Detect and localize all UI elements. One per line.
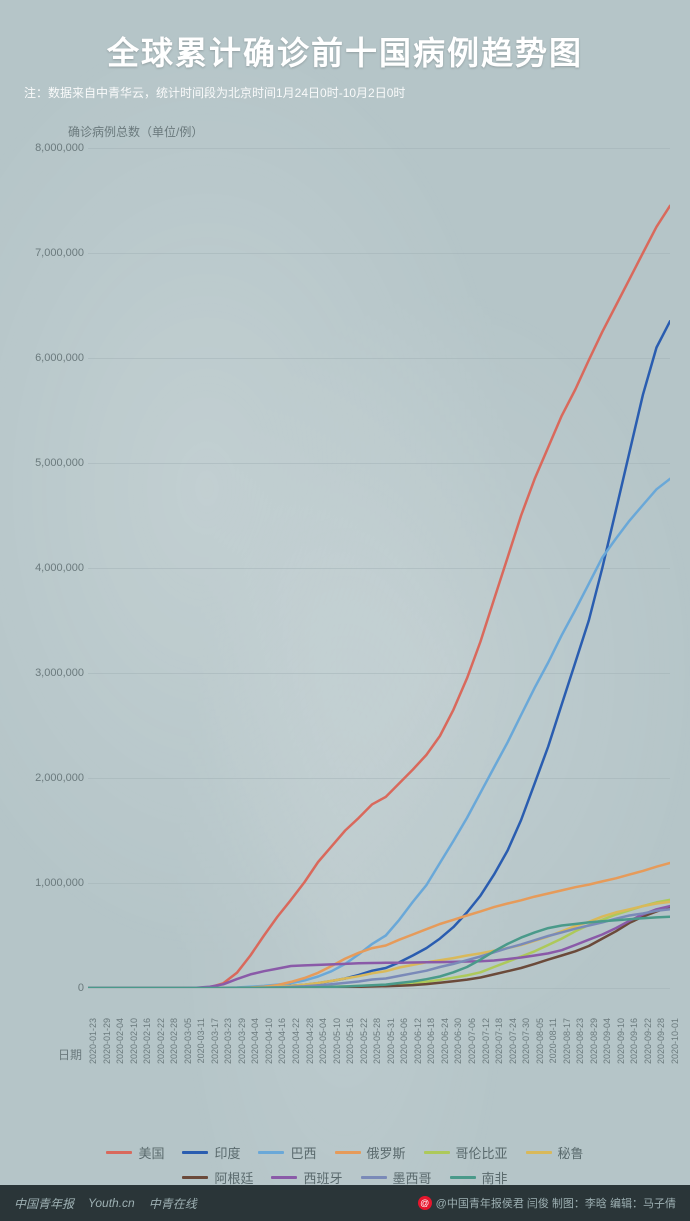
- chart-title: 全球累计确诊前十国病例趋势图: [24, 28, 666, 74]
- legend-label: 哥伦比亚: [456, 1143, 508, 1162]
- legend-item: 美国: [106, 1143, 164, 1162]
- y-tick: 6,000,000: [35, 352, 84, 364]
- y-tick: 8,000,000: [35, 142, 84, 154]
- legend-swatch: [526, 1151, 552, 1154]
- legend-item: 印度: [182, 1143, 240, 1162]
- legend: 美国印度巴西俄罗斯哥伦比亚秘鲁阿根廷西班牙墨西哥南非: [65, 1143, 625, 1187]
- y-tick: 4,000,000: [35, 562, 84, 574]
- chart-subtitle: 注：数据来自中青华云，统计时间段为北京时间1月24日0时-10月2日0时: [24, 84, 666, 101]
- legend-label: 印度: [214, 1143, 240, 1162]
- y-tick: 1,000,000: [35, 877, 84, 889]
- y-tick: 3,000,000: [35, 667, 84, 679]
- header: 全球累计确诊前十国病例趋势图 注：数据来自中青华云，统计时间段为北京时间1月24…: [0, 0, 690, 113]
- y-tick: 0: [78, 982, 84, 994]
- y-tick: 2,000,000: [35, 772, 84, 784]
- legend-item: 巴西: [258, 1143, 316, 1162]
- legend-swatch: [258, 1151, 284, 1154]
- legend-swatch: [450, 1176, 476, 1179]
- legend-swatch: [182, 1176, 208, 1179]
- footer: 中国青年报 Youth.cn 中青在线 @ @中国青年报侯君 闫俊 制图：李晗 …: [0, 1185, 690, 1221]
- footer-logo-1: 中国青年报: [14, 1195, 74, 1212]
- weibo-icon: @: [418, 1196, 432, 1210]
- footer-credit: @ @中国青年报侯君 闫俊 制图：李晗 编辑：马子倩: [418, 1195, 676, 1211]
- y-axis: 01,000,0002,000,0003,000,0004,000,0005,0…: [30, 148, 88, 988]
- plot: 0 1,000,000 2,000,000 3,000,000 4,000,000 5,0…: [30, 148, 670, 1028]
- footer-logo-3: 中青在线: [149, 1195, 197, 1212]
- chart-area: 确诊病例总数（单位/例） 0 1,000,000 2,000,000 3,000,00…: [0, 113, 690, 1187]
- y-tick: 5,000,000: [35, 457, 84, 469]
- legend-swatch: [361, 1176, 387, 1179]
- legend-label: 俄罗斯: [367, 1143, 406, 1162]
- legend-item: 哥伦比亚: [424, 1143, 508, 1162]
- legend-swatch: [335, 1151, 361, 1154]
- legend-label: 秘鲁: [558, 1143, 584, 1162]
- legend-swatch: [271, 1176, 297, 1179]
- legend-item: 秘鲁: [526, 1143, 584, 1162]
- credit-text: @中国青年报侯君 闫俊 制图：李晗 编辑：马子倩: [436, 1195, 676, 1211]
- legend-swatch: [182, 1151, 208, 1154]
- x-axis: 2020-01-232020-01-292020-02-042020-02-10…: [88, 988, 670, 1028]
- legend-label: 巴西: [290, 1143, 316, 1162]
- x-axis-label: 日期: [58, 1046, 690, 1063]
- legend-swatch: [106, 1151, 132, 1154]
- y-axis-label: 确诊病例总数（单位/例）: [68, 123, 670, 140]
- series-印度: [88, 321, 670, 988]
- legend-swatch: [424, 1151, 450, 1154]
- legend-item: 俄罗斯: [335, 1143, 406, 1162]
- line-series: [88, 148, 670, 988]
- y-tick: 7,000,000: [35, 247, 84, 259]
- footer-logo-2: Youth.cn: [88, 1196, 135, 1210]
- series-哥伦比亚: [88, 900, 670, 988]
- series-秘鲁: [88, 902, 670, 988]
- legend-label: 美国: [138, 1143, 164, 1162]
- series-巴西: [88, 479, 670, 988]
